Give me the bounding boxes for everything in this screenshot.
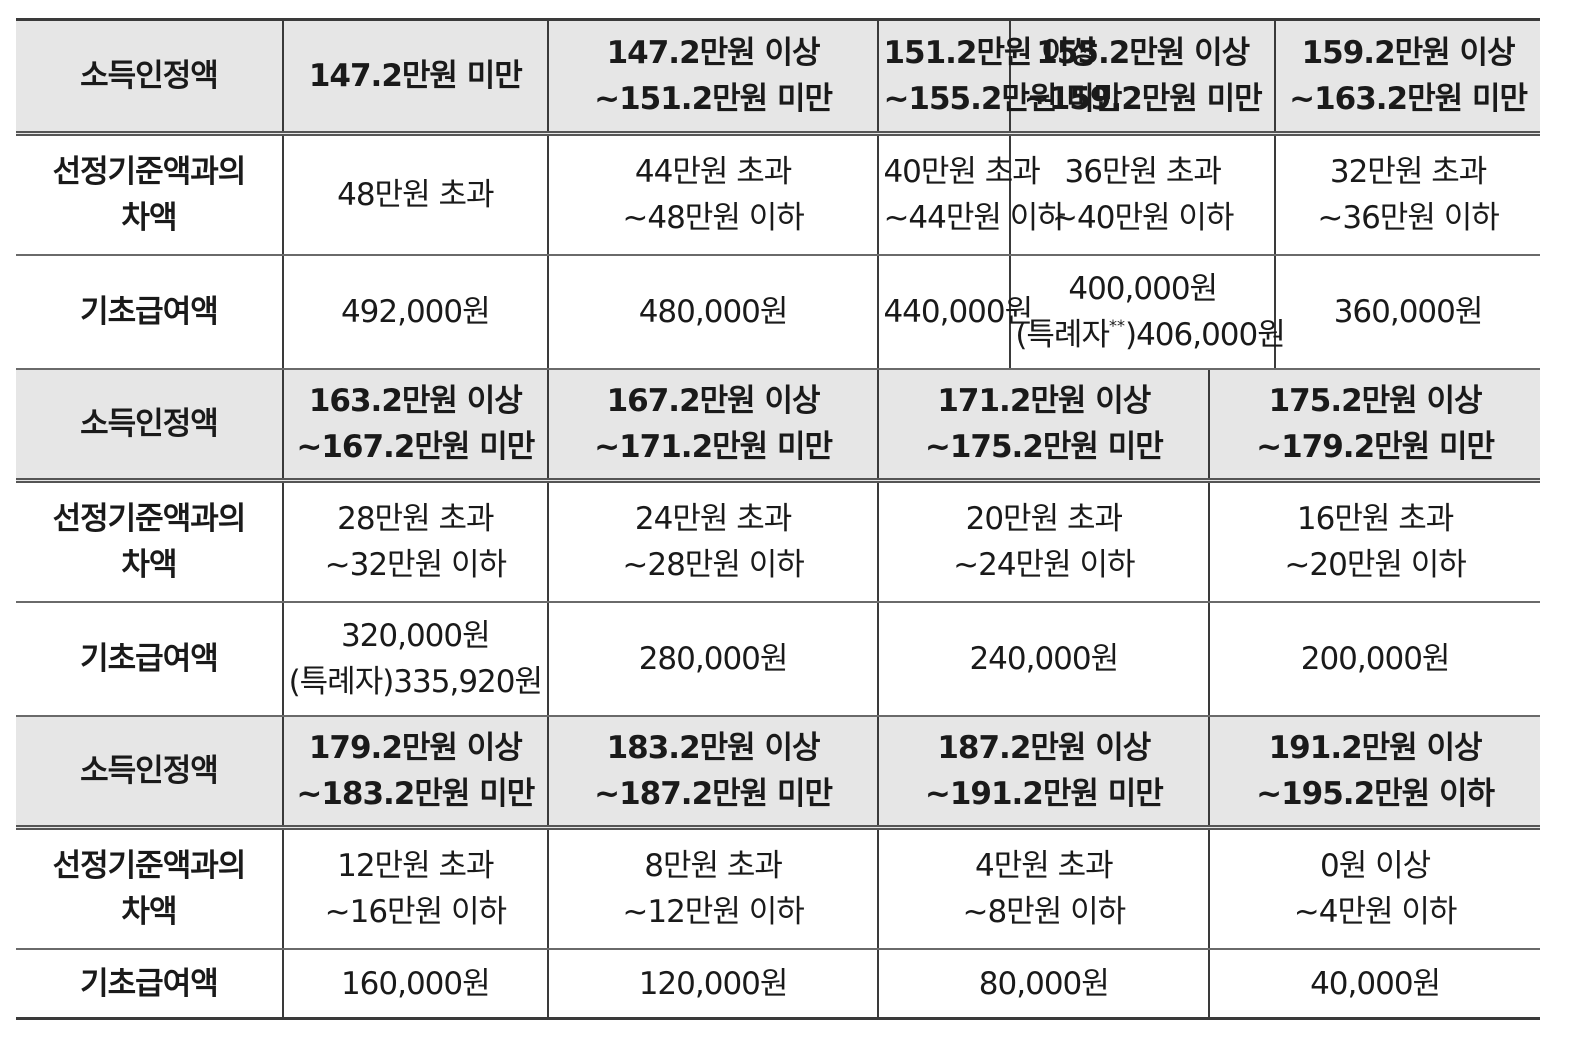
base-row-1: 기초급여액 492,000원 480,000원 440,000원 400,000… xyxy=(16,255,1540,370)
income-cell: 183.2만원 이상 ~187.2만원 미만 xyxy=(546,716,880,830)
diff-cell: 40만원 초과 ~44만원 이하 xyxy=(877,133,1066,256)
diff-row-3: 선정기준액과의 차액 12만원 초과 ~16만원 이하 8만원 초과 ~12만원 이하… xyxy=(16,827,1540,950)
income-cell: 171.2만원 이상 ~175.2만원 미만 xyxy=(877,369,1211,483)
income-cell: 191.2만원 이상 ~195.2만원 이하 xyxy=(1208,716,1540,830)
income-cell: 147.2만원 미만 xyxy=(281,18,549,136)
basic-benefit-table: 소득인정액 147.2만원 미만 147.2만원 이상 ~151.2만원 미만 1… xyxy=(16,18,1540,1020)
income-cell: 159.2만원 이상 ~163.2만원 미만 xyxy=(1274,18,1540,136)
base-cell: 480,000원 xyxy=(546,255,880,370)
benefit-table-container: 소득인정액 147.2만원 미만 147.2만원 이상 ~151.2만원 미만 1… xyxy=(16,18,1540,1020)
income-cell: 163.2만원 이상 ~167.2만원 미만 xyxy=(281,369,549,483)
income-cell: 179.2만원 이상 ~183.2만원 미만 xyxy=(281,716,549,830)
base-cell: 240,000원 xyxy=(877,602,1211,717)
base-cell: 80,000원 xyxy=(877,949,1211,1020)
income-row-1: 소득인정액 147.2만원 미만 147.2만원 이상 ~151.2만원 미만 1… xyxy=(16,18,1540,136)
diff-cell: 48만원 초과 xyxy=(281,133,549,256)
diff-cell: 4만원 초과 ~8만원 이하 xyxy=(877,827,1211,950)
income-cell: 151.2만원 이상 ~155.2만원 미만 xyxy=(877,18,1122,136)
diff-label: 선정기준액과의 차액 xyxy=(16,827,284,950)
diff-cell: 24만원 초과 ~28만원 이하 xyxy=(546,480,880,603)
diff-cell: 16만원 초과 ~20만원 이하 xyxy=(1208,480,1540,603)
income-cell: 147.2만원 이상 ~151.2만원 미만 xyxy=(546,18,880,136)
diff-row-1: 선정기준액과의 차액 48만원 초과 44만원 초과 ~48만원 이하 40만원 초… xyxy=(16,133,1540,256)
income-label: 소득인정액 xyxy=(16,716,284,830)
base-cell: 160,000원 xyxy=(281,949,549,1020)
diff-cell: 36만원 초과 ~40만원 이하 xyxy=(1009,133,1277,256)
footnote-mark: ** xyxy=(1108,316,1125,335)
base-cell: 280,000원 xyxy=(546,602,880,717)
base-cell: 360,000원 xyxy=(1274,255,1540,370)
base-row-3: 기초급여액 160,000원 120,000원 80,000원 40,000원 xyxy=(16,949,1540,1020)
diff-cell: 12만원 초과 ~16만원 이하 xyxy=(281,827,549,950)
diff-cell: 20만원 초과 ~24만원 이하 xyxy=(877,480,1211,603)
base-cell: 40,000원 xyxy=(1208,949,1540,1020)
base-cell: 440,000원 xyxy=(877,255,1033,370)
income-label: 소득인정액 xyxy=(16,18,284,136)
base-row-2: 기초급여액 320,000원 (특례자)335,920원 280,000원 240… xyxy=(16,602,1540,717)
diff-row-2: 선정기준액과의 차액 28만원 초과 ~32만원 이하 24만원 초과 ~28만원 이… xyxy=(16,480,1540,603)
diff-cell: 28만원 초과 ~32만원 이하 xyxy=(281,480,549,603)
income-row-2: 소득인정액 163.2만원 이상 ~167.2만원 미만 167.2만원 이상 ~1… xyxy=(16,369,1540,483)
base-cell: 320,000원 (특례자)335,920원 xyxy=(281,602,549,717)
income-cell: 175.2만원 이상 ~179.2만원 미만 xyxy=(1208,369,1540,483)
diff-cell: 32만원 초과 ~36만원 이하 xyxy=(1274,133,1540,256)
income-label: 소득인정액 xyxy=(16,369,284,483)
base-label: 기초급여액 xyxy=(16,949,284,1020)
base-label: 기초급여액 xyxy=(16,255,284,370)
diff-cell: 44만원 초과 ~48만원 이하 xyxy=(546,133,880,256)
base-cell: 200,000원 xyxy=(1208,602,1540,717)
diff-label: 선정기준액과의 차액 xyxy=(16,480,284,603)
income-cell: 167.2만원 이상 ~171.2만원 미만 xyxy=(546,369,880,483)
base-cell: 120,000원 xyxy=(546,949,880,1020)
base-label: 기초급여액 xyxy=(16,602,284,717)
diff-cell: 8만원 초과 ~12만원 이하 xyxy=(546,827,880,950)
income-cell: 187.2만원 이상 ~191.2만원 미만 xyxy=(877,716,1211,830)
base-cell: 400,000원 (특례자**)406,000원 xyxy=(1009,255,1286,370)
diff-cell: 0원 이상 ~4만원 이하 xyxy=(1208,827,1540,950)
base-cell: 492,000원 xyxy=(281,255,549,370)
income-row-3: 소득인정액 179.2만원 이상 ~183.2만원 미만 183.2만원 이상 ~1… xyxy=(16,716,1540,830)
diff-label: 선정기준액과의 차액 xyxy=(16,133,284,256)
income-cell: 155.2만원 이상 ~159.2만원 미만 xyxy=(1009,18,1277,136)
